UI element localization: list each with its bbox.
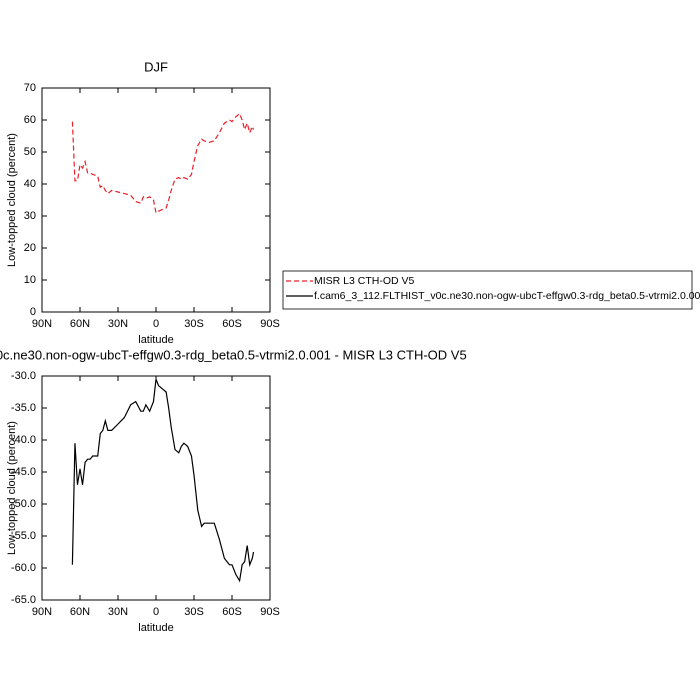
x-axis-label: latitude [138, 622, 173, 634]
x-tick-label: 60S [222, 606, 242, 618]
data-line [71, 112, 255, 214]
y-axis-label: Low-topped cloud (percent) [6, 421, 18, 555]
x-tick-label: 60S [222, 318, 242, 330]
x-tick-label: 0 [153, 606, 159, 618]
y-tick-label: 60 [24, 114, 36, 126]
x-axis-label: latitude [138, 334, 173, 346]
y-tick-label: -50.0 [11, 498, 36, 510]
x-tick-label: 90S [260, 606, 280, 618]
y-tick-label: 10 [24, 274, 36, 286]
chart-title: DJF [144, 59, 168, 74]
y-tick-label: -30.0 [11, 370, 36, 382]
y-tick-label: -65.0 [11, 594, 36, 606]
x-tick-label: 30S [184, 318, 204, 330]
x-tick-label: 0 [153, 318, 159, 330]
legend-label: f.cam6_3_112.FLTHIST_v0c.ne30.non-ogw-ub… [314, 290, 700, 302]
x-tick-label: 60N [70, 606, 90, 618]
y-tick-label: -40.0 [11, 434, 36, 446]
y-tick-label: 30 [24, 210, 36, 222]
y-tick-label: 40 [24, 178, 36, 190]
y-tick-label: 20 [24, 242, 36, 254]
data-line [71, 378, 255, 583]
y-tick-label: -60.0 [11, 562, 36, 574]
plot-frame [41, 375, 271, 601]
y-tick-label: 50 [24, 146, 36, 158]
y-tick-label: -55.0 [11, 530, 36, 542]
plot-frame [41, 87, 271, 313]
legend-label: MISR L3 CTH-OD V5 [314, 275, 415, 287]
x-tick-label: 30S [184, 606, 204, 618]
x-tick-label: 30N [108, 318, 128, 330]
y-tick-label: -35.0 [11, 402, 36, 414]
chart-title: f.cam6_3_112.FLTHIST_v0c.ne30.non-ogw-ub… [0, 347, 467, 362]
x-tick-label: 90S [260, 318, 280, 330]
legend-box [282, 270, 693, 310]
x-tick-label: 30N [108, 606, 128, 618]
x-tick-label: 60N [70, 318, 90, 330]
y-axis-label: Low-topped cloud (percent) [6, 133, 18, 267]
y-tick-label: 70 [24, 82, 36, 94]
x-tick-label: 90N [32, 318, 52, 330]
x-tick-label: 90N [32, 606, 52, 618]
y-tick-label: -45.0 [11, 466, 36, 478]
y-tick-label: 0 [30, 306, 36, 318]
